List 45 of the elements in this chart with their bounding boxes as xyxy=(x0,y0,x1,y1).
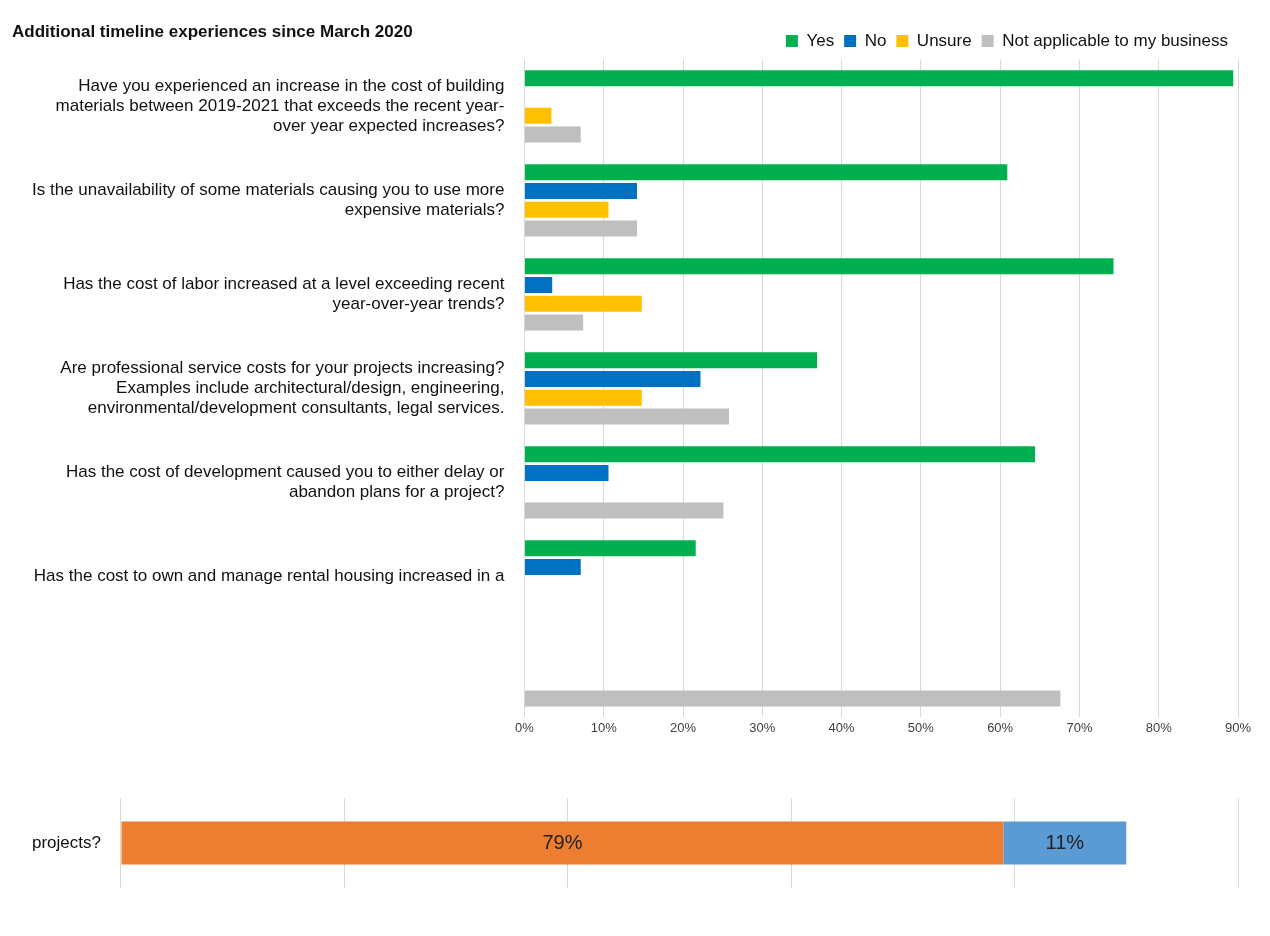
data-label: 11% xyxy=(1045,830,1085,853)
y-tick-label: Have you experienced an increase in the cost of building materials between 2019-2021 that exceeds the recent year- over year expected increases? xyxy=(55,75,505,136)
x-tick-label: 50% xyxy=(907,719,935,735)
bar xyxy=(524,295,642,312)
x-tick-label: 10% xyxy=(590,719,618,735)
y-tick-label: Is the unavailability of some materials causing you to use more expensive materials? xyxy=(31,179,505,220)
bar xyxy=(524,107,552,124)
bar xyxy=(524,164,1008,181)
bar xyxy=(524,258,1114,275)
legend-label: Not applicable to my business xyxy=(1002,30,1228,50)
y-tick-label: projects? xyxy=(32,832,101,852)
y-tick-label: Are professional service costs for your projects increasing? Examples include architectural/design, engineering, environmental/development consultants, legal services. xyxy=(60,357,505,418)
bar xyxy=(524,70,1234,87)
bar xyxy=(524,446,1036,463)
bar xyxy=(524,352,818,369)
bar xyxy=(524,502,724,519)
legend-label: Unsure xyxy=(916,30,972,50)
x-tick-label: 90% xyxy=(1224,719,1252,735)
x-tick-label: 30% xyxy=(749,719,776,735)
x-tick-label: 0% xyxy=(515,719,535,735)
text: Additional timeline experiences since March 2020 xyxy=(12,21,413,41)
bar xyxy=(524,389,642,406)
legend-label: No xyxy=(864,30,887,50)
y-tick-label: Has the cost of labor increased at a level exceeding recent year-over-year trends? xyxy=(63,273,505,314)
data-label: 79% xyxy=(542,830,583,853)
bar xyxy=(524,465,609,481)
legend-label: Yes xyxy=(806,30,835,50)
bar xyxy=(524,559,581,575)
bar xyxy=(524,314,584,331)
x-tick-label: 80% xyxy=(1145,719,1173,735)
x-tick-label: 20% xyxy=(670,719,697,735)
y-tick-label: Has the cost to own and manage rental housing increased in a xyxy=(33,566,505,586)
bar xyxy=(524,220,638,237)
x-tick-label: 70% xyxy=(1066,719,1093,735)
x-tick-label: 60% xyxy=(987,719,1014,735)
bar xyxy=(524,540,696,557)
y-tick-label: Has the cost of development caused you to either delay or abandon plans for a project? xyxy=(65,461,505,502)
bar xyxy=(524,201,609,218)
bar xyxy=(524,126,581,143)
bar xyxy=(524,371,701,387)
bar xyxy=(524,408,730,425)
x-tick-label: 40% xyxy=(828,719,856,735)
bar xyxy=(524,183,638,199)
bar xyxy=(524,690,1061,707)
bar xyxy=(524,277,553,293)
